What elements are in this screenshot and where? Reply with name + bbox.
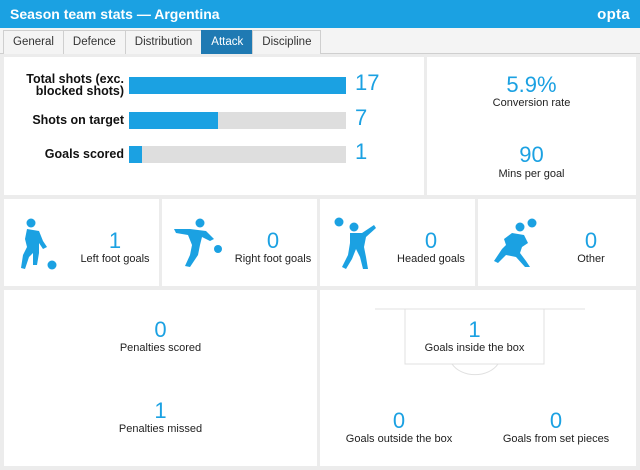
conversion-panel: 5.9% Conversion rate 90 Mins per goal: [427, 57, 636, 195]
headed-panel: 0 Headed goals: [320, 199, 475, 286]
page-title: Season team stats — Argentina: [10, 6, 220, 22]
shots-panel: Total shots (exc. blocked shots) 17 Shots…: [4, 57, 424, 195]
conversion-rate-value: 5.9%: [506, 72, 557, 97]
goals-inside-box-value: 1: [468, 317, 481, 342]
header-bar: Season team stats — Argentina opta: [0, 0, 640, 28]
bar-row-goals-scored: Goals scored 1: [4, 139, 424, 166]
mins-per-goal-label: Mins per goal: [498, 168, 565, 180]
penalties-panel: 0 Penalties scored 1 Penalties missed: [4, 290, 317, 466]
bar-row-total-shots: Total shots (exc. blocked shots) 17: [4, 70, 424, 97]
bar-fill-total-shots: [129, 77, 346, 94]
right-foot-goals-label: Right foot goals: [234, 253, 312, 265]
bar-track: [129, 112, 346, 129]
goals-set-pieces-value: 0: [549, 408, 563, 433]
right-foot-player-icon: [174, 218, 222, 267]
tab-attack[interactable]: Attack: [201, 30, 254, 54]
bar-track: [129, 77, 346, 94]
tab-discipline[interactable]: Discipline: [252, 30, 322, 54]
bar-label-goals-scored: Goals scored: [44, 147, 124, 161]
other-goals-value: 0: [584, 228, 598, 253]
bar-track: [129, 146, 346, 163]
tab-defence[interactable]: Defence: [62, 30, 126, 54]
bar-label-shots-on-target: Shots on target: [32, 113, 124, 127]
goals-inside-box-label: Goals inside the box: [424, 342, 525, 354]
bar-value-goals-scored: 1: [355, 139, 368, 164]
tab-general[interactable]: General: [3, 30, 64, 54]
tab-bar: General Defence Distribution Attack Disc…: [0, 28, 640, 54]
goals-set-pieces-label: Goals from set pieces: [502, 433, 610, 445]
goal-location-panel: 1 Goals inside the box 0 Goals outside t…: [320, 290, 636, 466]
penalties-scored-value: 0: [154, 317, 167, 342]
penalties-scored-label: Penalties scored: [119, 342, 202, 354]
penalties-missed-label: Penalties missed: [118, 423, 203, 435]
goals-outside-box-label: Goals outside the box: [345, 433, 453, 445]
goals-outside-box-value: 0: [392, 408, 406, 433]
left-foot-panel: 1 Left foot goals: [4, 199, 159, 286]
headed-goals-label: Headed goals: [397, 253, 465, 265]
headed-goals-value: 0: [424, 228, 438, 253]
bar-label-total-shots: Total shots (exc. blocked shots): [0, 72, 124, 98]
bar-value-shots-on-target: 7: [355, 105, 368, 130]
penalties-missed-value: 1: [154, 398, 167, 423]
bar-row-shots-on-target: Shots on target 7: [4, 105, 424, 132]
other-goals-label: Other: [577, 253, 605, 265]
right-foot-goals-value: 0: [266, 228, 280, 253]
conversion-rate-label: Conversion rate: [492, 97, 571, 109]
left-foot-goals-value: 1: [108, 228, 122, 253]
other-panel: 0 Other: [478, 199, 636, 286]
left-foot-player-icon: [21, 218, 57, 270]
bar-fill-shots-on-target: [129, 112, 218, 129]
bar-fill-goals-scored: [129, 146, 143, 163]
volley-player-icon: [494, 218, 537, 267]
bar-value-total-shots: 17: [355, 70, 380, 95]
bar-label-line1: Total shots (exc.: [26, 72, 124, 86]
bar-label-line2: blocked shots): [35, 84, 124, 98]
opta-logo: opta: [597, 5, 630, 23]
header-player-icon: [334, 217, 376, 269]
tab-distribution[interactable]: Distribution: [124, 30, 203, 54]
penalty-box-diagram: [375, 308, 585, 376]
right-foot-panel: 0 Right foot goals: [162, 199, 317, 286]
left-foot-goals-label: Left foot goals: [80, 253, 150, 265]
mins-per-goal-value: 90: [519, 142, 544, 167]
